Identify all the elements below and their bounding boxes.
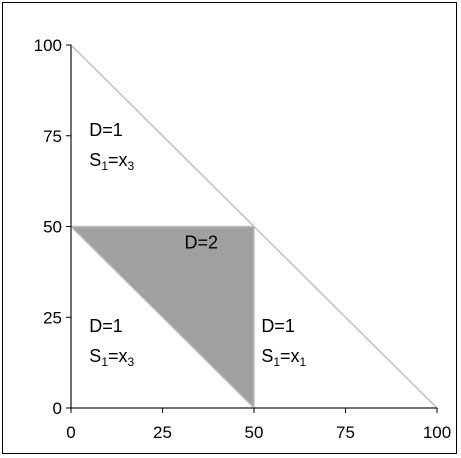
y-tick-label: 25 bbox=[43, 308, 62, 327]
x-tick-label: 100 bbox=[423, 423, 451, 442]
region-label-2-line-0: D=1 bbox=[89, 316, 123, 336]
region-label-2-line-1: S1=x3 bbox=[89, 346, 134, 369]
region-label-3-line-1: S1=x1 bbox=[261, 346, 306, 369]
x-tick-label: 75 bbox=[336, 423, 355, 442]
x-tick-label: 25 bbox=[153, 423, 172, 442]
region-label-0-line-0: D=1 bbox=[89, 120, 123, 140]
y-tick-label: 50 bbox=[43, 218, 62, 237]
boundary-line-2 bbox=[70, 225, 255, 409]
y-tick-label: 75 bbox=[43, 127, 62, 146]
x-tick-label: 0 bbox=[66, 423, 75, 442]
y-tick-label: 0 bbox=[53, 399, 62, 418]
y-tick-label: 100 bbox=[34, 36, 62, 55]
x-tick-label: 50 bbox=[245, 423, 264, 442]
region-label-0-line-1: S1=x3 bbox=[89, 150, 134, 173]
region-label-1-line-0: D=2 bbox=[184, 232, 218, 252]
region-label-3-line-0: D=1 bbox=[261, 316, 295, 336]
